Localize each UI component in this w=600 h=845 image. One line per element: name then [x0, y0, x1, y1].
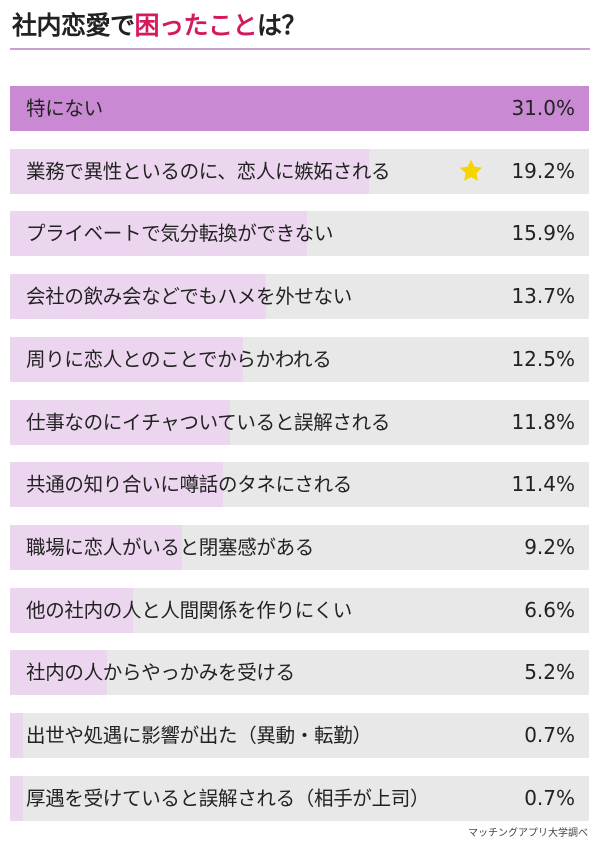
- value-label: 9.2%: [524, 535, 575, 559]
- star-icon: [459, 159, 483, 181]
- bar: [10, 149, 369, 194]
- bar: [10, 211, 307, 256]
- category-label: 出世や処遇に影響が出た（異動・転勤）: [26, 724, 372, 747]
- bar: [10, 86, 589, 131]
- chart-title: 社内恋愛で困ったことは？: [12, 6, 307, 46]
- title-highlight: 困ったこと: [134, 11, 258, 40]
- bar-row: 厚遇を受けていると誤解される（相手が上司） 0.7%: [10, 776, 589, 821]
- value-label: 15.9%: [511, 221, 575, 245]
- bar: [10, 400, 231, 445]
- bar: [10, 337, 244, 382]
- category-label: 職場に恋人がいると閉塞感がある: [26, 536, 315, 559]
- bar-row: 出世や処遇に影響が出た（異動・転勤） 0.7%: [10, 713, 589, 758]
- value-label: 12.5%: [511, 347, 575, 371]
- source-credit: マッチングアプリ大学調べ: [468, 828, 588, 839]
- category-label: 共通の知り合いに噂話のタネにされる: [26, 473, 353, 496]
- category-label: 厚遇を受けていると誤解される（相手が上司）: [26, 787, 430, 810]
- value-label: 13.7%: [511, 284, 575, 308]
- bar: [10, 776, 24, 821]
- bar: [10, 274, 266, 319]
- title-suffix: は？: [257, 11, 307, 40]
- bar: [10, 462, 223, 507]
- category-label: プライベートで気分転換ができない: [26, 222, 334, 245]
- bar: [10, 713, 24, 758]
- category-label: 仕事なのにイチャついていると誤解される: [26, 411, 391, 434]
- value-label: 6.6%: [524, 598, 575, 622]
- bar-row: 会社の飲み会などでもハメを外せない 13.7%: [10, 274, 589, 319]
- bar-row: 職場に恋人がいると閉塞感がある 9.2%: [10, 525, 589, 570]
- bar-row: 周りに恋人とのことでからかわれる 12.5%: [10, 337, 589, 382]
- bar-row: 仕事なのにイチャついていると誤解される 11.8%: [10, 400, 589, 445]
- category-label: 会社の飲み会などでもハメを外せない: [26, 285, 353, 308]
- title-prefix: 社内恋愛で: [12, 11, 135, 40]
- category-label: 他の社内の人と人間関係を作りにくい: [26, 599, 353, 622]
- value-label: 5.2%: [524, 660, 575, 684]
- value-label: 19.2%: [511, 159, 575, 183]
- bar-row: プライベートで気分転換ができない 15.9%: [10, 211, 589, 256]
- value-label: 0.7%: [524, 786, 575, 810]
- category-label: 業務で異性といるのに、恋人に嫉妬される: [26, 160, 391, 183]
- bar-row: 他の社内の人と人間関係を作りにくい 6.6%: [10, 588, 589, 633]
- category-label: 周りに恋人とのことでからかわれる: [26, 348, 332, 371]
- bar: [10, 588, 134, 633]
- bar-row: 業務で異性といるのに、恋人に嫉妬される 19.2%: [10, 149, 589, 194]
- value-label: 31.0%: [511, 96, 575, 120]
- bar: [10, 650, 108, 695]
- value-label: 11.8%: [511, 410, 575, 434]
- value-label: 11.4%: [511, 472, 575, 496]
- category-label: 特にない: [26, 97, 103, 120]
- bar-row: 社内の人からやっかみを受ける 5.2%: [10, 650, 589, 695]
- category-label: 社内の人からやっかみを受ける: [26, 661, 295, 684]
- bar-row: 特にない 31.0%: [10, 86, 589, 131]
- title-divider: [10, 48, 590, 50]
- value-label: 0.7%: [524, 723, 575, 747]
- bar: [10, 525, 182, 570]
- bar-row: 共通の知り合いに噂話のタネにされる 11.4%: [10, 462, 589, 507]
